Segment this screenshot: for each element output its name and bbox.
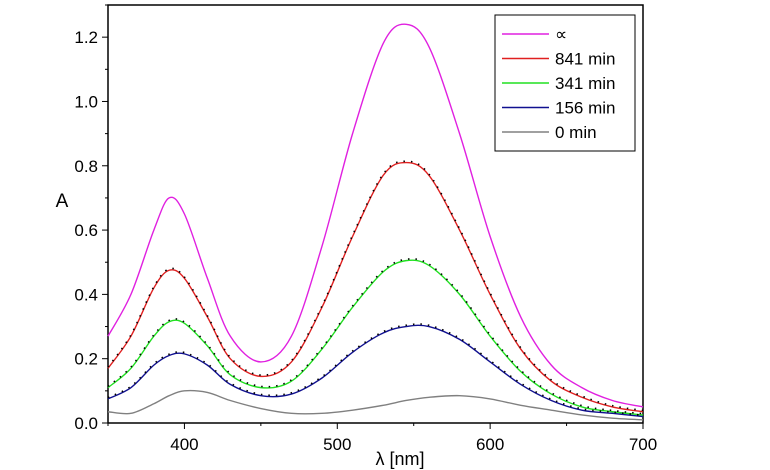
legend-label-3: 156 min <box>555 99 615 118</box>
y-tick-label: 1.2 <box>74 28 98 47</box>
fit-dots-3 <box>107 323 644 417</box>
x-tick-label: 600 <box>476 435 504 454</box>
x-axis-label: λ [nm] <box>375 449 424 469</box>
series-line-4 <box>107 389 644 421</box>
y-tick-label: 0.6 <box>74 221 98 240</box>
legend-label-1: 841 min <box>555 50 615 69</box>
x-tick-label: 700 <box>629 435 657 454</box>
fit-dots-2 <box>107 258 644 415</box>
series-line-2 <box>107 259 644 416</box>
y-axis-label: A <box>56 191 69 212</box>
y-tick-label: 0.4 <box>74 285 98 304</box>
series-line-0 <box>107 23 644 408</box>
series-line-3 <box>107 324 644 418</box>
y-tick-label: 1.0 <box>74 92 98 111</box>
y-tick-label: 0.8 <box>74 157 98 176</box>
legend-label-4: 0 min <box>555 123 597 142</box>
plot-frame <box>107 4 644 424</box>
legend-label-0: ∝ <box>555 25 567 44</box>
legend-label-2: 341 min <box>555 74 615 93</box>
y-tick-label: 0.0 <box>74 414 98 433</box>
fit-dots-1 <box>107 160 644 412</box>
series-line-1 <box>107 161 644 413</box>
x-tick-label: 400 <box>170 435 198 454</box>
x-tick-label: 500 <box>323 435 351 454</box>
y-tick-label: 0.2 <box>74 350 98 369</box>
